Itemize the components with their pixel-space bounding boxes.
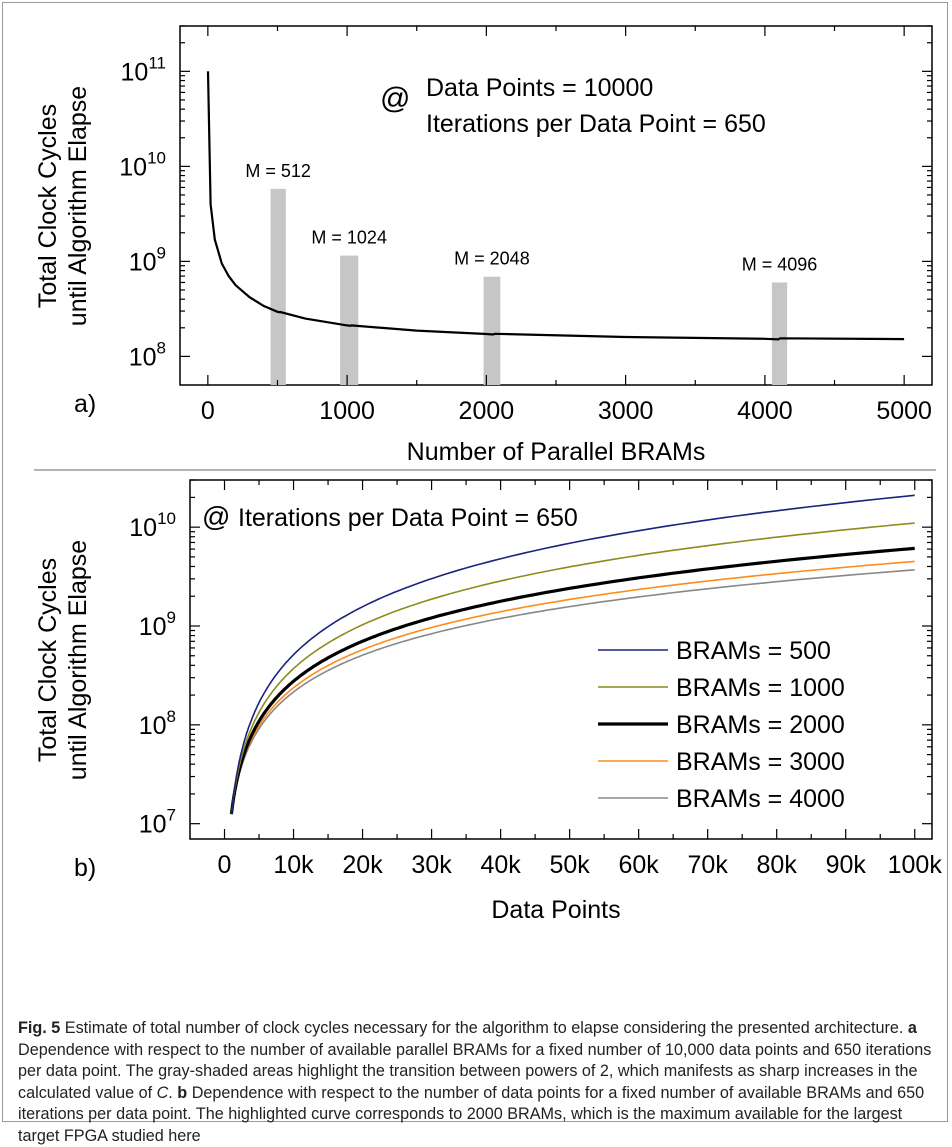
b-xtick-label: 20k [342, 851, 383, 879]
a-xtick-label: 4000 [737, 397, 793, 425]
curve-a [206, 71, 905, 341]
a-xtick-label: 3000 [598, 397, 654, 425]
a-xtick-label: 5000 [876, 397, 932, 425]
panel-b: 0 10k 20k 30k 40k 50k 60k 70k 80k 90k 100k 107 108 1… [34, 479, 943, 924]
highlight-bar-label: M = 1024 [311, 228, 387, 248]
a-ytick-label: 108 [129, 338, 166, 371]
caption-text-3: . [168, 1083, 173, 1102]
highlight-bar [340, 255, 359, 385]
figure-frame [2, 2, 948, 1122]
figure-svg: M = 512 M = 1024 M = 2048 M = 4096 0 1000 200… [34, 25, 943, 924]
a-ytick-label: 1010 [119, 148, 166, 181]
a-xtick-label: 1000 [319, 397, 375, 425]
highlight-bar-label: M = 4096 [742, 254, 818, 274]
xlabel-a: Number of Parallel BRAMs [407, 438, 706, 466]
b-ytick-label: 108 [139, 707, 176, 740]
caption-bold-b: b [177, 1083, 188, 1102]
plot-area-b [189, 479, 933, 840]
b-xtick-label: 90k [826, 851, 867, 879]
a-xtick-label: 0 [201, 397, 215, 425]
ylabel-b-line-2: until Algorithm Elapse [64, 540, 92, 780]
highlight-bar-label: M = 2048 [454, 249, 530, 269]
caption-text-2: Dependence with respect to the number of… [18, 1040, 932, 1102]
b-xtick-label: 0 [218, 851, 232, 879]
b-ytick-label: 1010 [129, 509, 176, 542]
b-xtick-label: 50k [549, 851, 590, 879]
panel-a: M = 512 M = 1024 M = 2048 M = 4096 0 1000 200… [34, 25, 933, 466]
annotation-symbol-b: @ [202, 501, 230, 532]
caption-text-4: Dependence with respect to the number of… [18, 1083, 925, 1145]
xlabel-b: Data Points [491, 896, 620, 924]
panel-label-b: b) [74, 854, 96, 882]
legend-label: BRAMs = 1000 [676, 674, 845, 702]
series-curve [230, 494, 915, 815]
caption-italic-c: C [156, 1083, 169, 1102]
series-curve [229, 546, 915, 815]
annotation-symbol-a: @ [380, 82, 410, 115]
a-ytick-label: 109 [129, 243, 166, 276]
annotation-line-a-1: Data Points = 10000 [426, 74, 653, 102]
highlight-bar [483, 276, 501, 385]
annotation-line-b-1: Iterations per Data Point = 650 [238, 504, 578, 532]
b-xtick-label: 60k [618, 851, 659, 879]
series-curve [230, 522, 915, 815]
annotation-line-a-2: Iterations per Data Point = 650 [426, 110, 766, 138]
highlight-bar [771, 282, 788, 385]
caption-text-1: Estimate of total number of clock cycles… [64, 1019, 904, 1037]
ylabel-b-line-1: Total Clock Cycles [34, 558, 62, 762]
a-xtick-label: 2000 [459, 397, 515, 425]
ylabel-a-line-2: until Algorithm Elapse [64, 86, 92, 326]
ylabel-a-line-1: Total Clock Cycles [34, 104, 62, 308]
highlight-bar [270, 188, 286, 385]
b-ytick-label: 107 [139, 806, 176, 839]
legend-label: BRAMs = 3000 [676, 748, 845, 776]
caption-fig-label: Fig. 5 [18, 1019, 61, 1037]
legend-label: BRAMs = 4000 [676, 785, 845, 813]
panel-label-a: a) [74, 390, 96, 418]
b-xtick-label: 70k [688, 851, 729, 879]
b-xtick-label: 10k [273, 851, 314, 879]
a-ytick-label: 1011 [121, 53, 166, 86]
b-xtick-label: 100k [888, 851, 943, 879]
b-xtick-label: 80k [757, 851, 798, 879]
b-ytick-label: 109 [139, 608, 176, 641]
b-xtick-label: 40k [480, 851, 521, 879]
b-xtick-label: 30k [411, 851, 452, 879]
figure-caption: Fig. 5 Estimate of total number of clock… [18, 1018, 934, 1147]
caption-bold-a: a [907, 1019, 917, 1037]
legend-label: BRAMs = 2000 [676, 711, 845, 739]
legend-label: BRAMs = 500 [676, 637, 831, 665]
highlight-bar-label: M = 512 [245, 161, 311, 181]
legend: BRAMs = 500 BRAMs = 1000 BRAMs = 2000 BRAMs… [598, 637, 845, 813]
